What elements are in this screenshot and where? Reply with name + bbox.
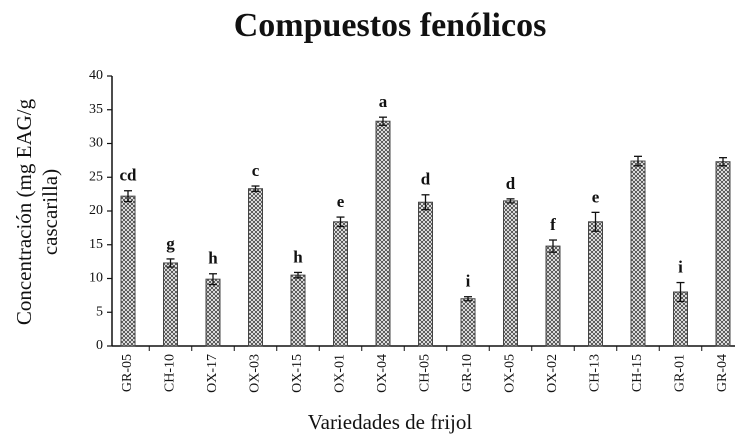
x-axis-label: Variedades de frijol [308,410,473,434]
error-bar [209,273,217,286]
x-tick-label: OX-17 [205,354,220,393]
error-bar [549,239,557,253]
bar [630,160,646,347]
x-tick-label: OX-05 [503,354,518,393]
error-bar [421,194,430,211]
y-tick-label: 30 [89,136,103,151]
error-bar [634,155,642,167]
y-tick-label: 5 [96,304,103,319]
bar [715,161,731,347]
x-tick-label: OX-15 [290,354,305,393]
bar [418,201,433,347]
bar [375,120,391,347]
significance-letter: cd [120,166,138,185]
significance-letter: h [293,247,303,266]
x-tick-label: GR-05 [120,354,135,392]
significance-letter: i [466,272,471,291]
error-bar [676,281,685,303]
significance-letter: d [506,174,516,193]
y-tick-label: 20 [89,203,103,218]
error-bar [719,157,727,167]
x-tick-label: OX-01 [333,354,348,393]
significance-letter: c [252,161,260,180]
bar [460,298,476,347]
y-tick-label: 25 [89,169,103,184]
error-bar [336,216,345,228]
significance-letter: e [592,187,600,206]
y-tick-label: 40 [89,68,103,83]
significance-letter: f [550,215,556,234]
significance-letter: g [166,234,175,253]
bar [545,245,561,347]
bar [333,221,348,347]
bar [120,195,136,347]
y-tick-label: 35 [89,102,103,117]
x-tick-label: CH-05 [418,354,433,392]
x-tick-label: OX-02 [545,354,560,393]
chart-title: Compuestos fenólicos [234,7,547,44]
error-bar [294,271,302,279]
bar [290,274,306,347]
x-tick-label: OX-04 [375,354,390,393]
x-tick-label: CH-15 [630,354,645,392]
error-bar [166,258,175,268]
y-tick-label: 10 [89,271,103,286]
bar [503,200,518,347]
error-bar [251,185,260,193]
x-tick-label: GR-01 [673,354,688,392]
significance-letter: h [208,249,218,268]
y-axis-label-line: cascarilla) [38,169,62,255]
y-tick-label: 15 [89,237,103,252]
significance-letter: i [678,257,683,276]
y-tick-label: 0 [96,338,103,353]
x-tick-label: OX-03 [248,354,263,393]
y-axis-label: Concentración (mg EAG/g cascarilla) [12,98,62,325]
error-bar [124,190,132,203]
bar [163,262,178,347]
error-bar [591,211,600,232]
significance-letter: e [337,192,345,211]
bar [205,278,221,347]
x-tick-label: GR-10 [460,354,475,392]
error-bar [464,296,472,302]
bar [248,188,263,347]
error-bar [379,116,387,126]
x-tick-label: GR-04 [715,354,730,392]
bar [588,221,603,347]
x-tick-label: CH-10 [163,354,178,392]
error-bar [506,198,515,204]
y-axis-label-line: Concentración (mg EAG/g [12,98,36,325]
significance-letter: a [379,92,388,111]
significance-letter: d [421,170,431,189]
x-tick-label: CH-13 [588,354,603,392]
